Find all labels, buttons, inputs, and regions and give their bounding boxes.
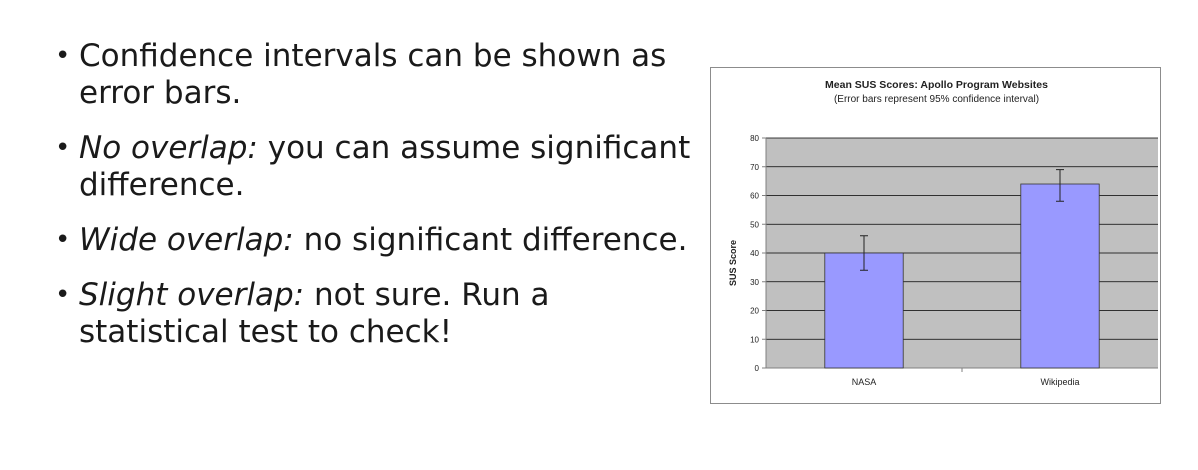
bullet-text: Confidence intervals can be shown as err… — [79, 38, 667, 111]
chart-container: Mean SUS Scores: Apollo Program Websites… — [710, 67, 1161, 404]
bullet-emphasis: Slight overlap: — [79, 277, 305, 313]
bar-chart: 0 10 20 30 40 50 60 70 80 NASA Wikipedia — [750, 134, 1158, 387]
chart-subtitle: (Error bars represent 95% confidence int… — [833, 94, 1040, 105]
y-tick-label: 80 — [750, 134, 759, 143]
bullet-dot: • — [55, 225, 71, 255]
x-tick-label: Wikipedia — [1040, 377, 1079, 387]
x-tick-label: NASA — [852, 377, 877, 387]
bullet-item: • Slight overlap: not sure. Run a statis… — [52, 277, 692, 351]
bar-nasa — [824, 252, 904, 369]
bullet-dot: • — [55, 41, 71, 71]
y-tick-label: 50 — [750, 220, 759, 229]
bullet-dot: • — [55, 133, 71, 163]
bullet-emphasis: Wide overlap: — [79, 222, 294, 258]
y-tick-label: 70 — [750, 163, 759, 172]
chart-title: Mean SUS Scores: Apollo Program Websites — [825, 79, 1048, 91]
bullet-text: not sure. Run a statistical test to chec… — [79, 277, 550, 350]
y-tick-label: 40 — [750, 249, 759, 258]
bar-wikipedia — [1020, 183, 1100, 369]
bullet-item: • Confidence intervals can be shown as e… — [52, 38, 692, 112]
bullet-text: you can assume significant difference. — [79, 130, 691, 203]
bullet-item: • Wide overlap: no significant differenc… — [52, 222, 692, 259]
bullet-list: • Confidence intervals can be shown as e… — [52, 38, 692, 369]
bullet-item: • No overlap: you can assume significant… — [52, 130, 692, 204]
y-tick-label: 0 — [755, 364, 760, 373]
y-tick-label: 30 — [750, 278, 759, 287]
bullet-emphasis: No overlap: — [79, 130, 258, 166]
y-tick-label: 20 — [750, 307, 759, 316]
y-tick-label: 60 — [750, 192, 759, 201]
bullet-text: no significant difference. — [293, 222, 688, 258]
bullet-dot: • — [55, 280, 71, 310]
y-tick-label: 10 — [750, 335, 759, 344]
